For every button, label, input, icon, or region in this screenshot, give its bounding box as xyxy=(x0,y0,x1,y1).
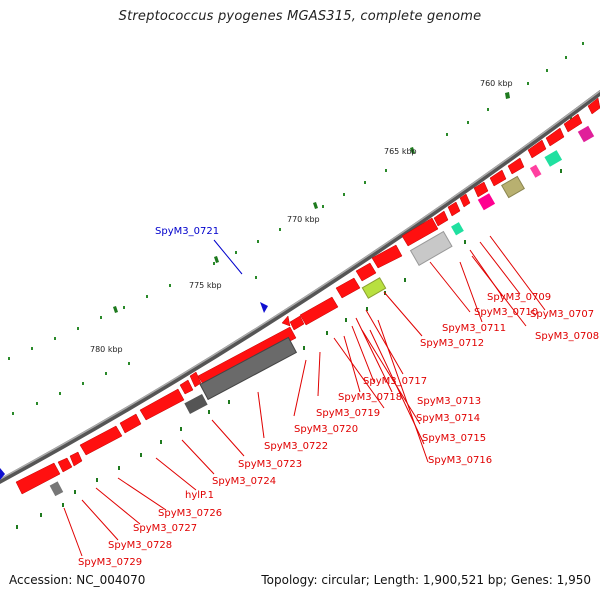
gene-label: SpyM3_0714 xyxy=(416,413,480,424)
leader-line-blue xyxy=(213,239,243,275)
gene-label: SpyM3_0710 xyxy=(474,307,538,318)
gene-label: SpyM3_0721 xyxy=(155,226,219,237)
genome-backbone-highlight xyxy=(0,90,600,481)
gene-label: SpyM3_0723 xyxy=(238,459,302,470)
kbp-label: 765 kbp xyxy=(384,147,417,156)
accession-text: Accession: NC_004070 xyxy=(9,573,146,587)
forward-cds-features[interactable] xyxy=(15,97,600,495)
misc-features[interactable] xyxy=(0,125,595,497)
gene-label: SpyM3_0709 xyxy=(487,292,551,303)
kbp-label: 760 kbp xyxy=(480,79,513,88)
gene-label: SpyM3_0729 xyxy=(78,557,142,568)
gene-label: hylP.1 xyxy=(185,490,214,501)
genome-backbone xyxy=(0,89,600,485)
gene-label: SpyM3_0726 xyxy=(158,508,222,519)
inner-gene-markers xyxy=(16,169,562,529)
gene-label-group[interactable]: SpyM3_0721 SpyM3_0709 SpyM3_0710 SpyM3_0… xyxy=(78,226,599,568)
gene-label: SpyM3_0715 xyxy=(422,433,486,444)
kbp-label: 780 kbp xyxy=(90,345,123,354)
map-title: Streptococcus pyogenes MGAS315, complete… xyxy=(118,9,482,24)
gene-label: SpyM3_0722 xyxy=(264,441,328,452)
gene-label: SpyM3_0713 xyxy=(417,396,481,407)
gene-label: SpyM3_0712 xyxy=(420,338,484,349)
gene-label: SpyM3_0718 xyxy=(338,392,402,403)
kbp-scale-labels: 760 kbp 765 kbp 770 kbp 775 kbp 780 kbp xyxy=(90,79,513,354)
kbp-label: 775 kbp xyxy=(189,281,222,290)
genome-summary-text: Topology: circular; Length: 1,900,521 bp… xyxy=(261,573,591,587)
outer-tick-marks xyxy=(8,42,584,360)
gene-label: SpyM3_0707 xyxy=(530,309,594,320)
gene-label: SpyM3_0728 xyxy=(108,540,172,551)
kbp-label: 770 kbp xyxy=(287,215,320,224)
gene-label: SpyM3_0724 xyxy=(212,476,276,487)
kbp-major-ticks xyxy=(113,92,510,313)
gene-label: SpyM3_0717 xyxy=(363,376,427,387)
gene-label: SpyM3_0727 xyxy=(133,523,197,534)
inner-tick-marks xyxy=(12,104,592,415)
label-leader-lines xyxy=(63,235,546,557)
gene-label: SpyM3_0720 xyxy=(294,424,358,435)
gene-label: SpyM3_0716 xyxy=(428,455,492,466)
gene-label: SpyM3_0711 xyxy=(442,323,506,334)
gene-label: SpyM3_0708 xyxy=(535,331,599,342)
gene-label: SpyM3_0719 xyxy=(316,408,380,419)
